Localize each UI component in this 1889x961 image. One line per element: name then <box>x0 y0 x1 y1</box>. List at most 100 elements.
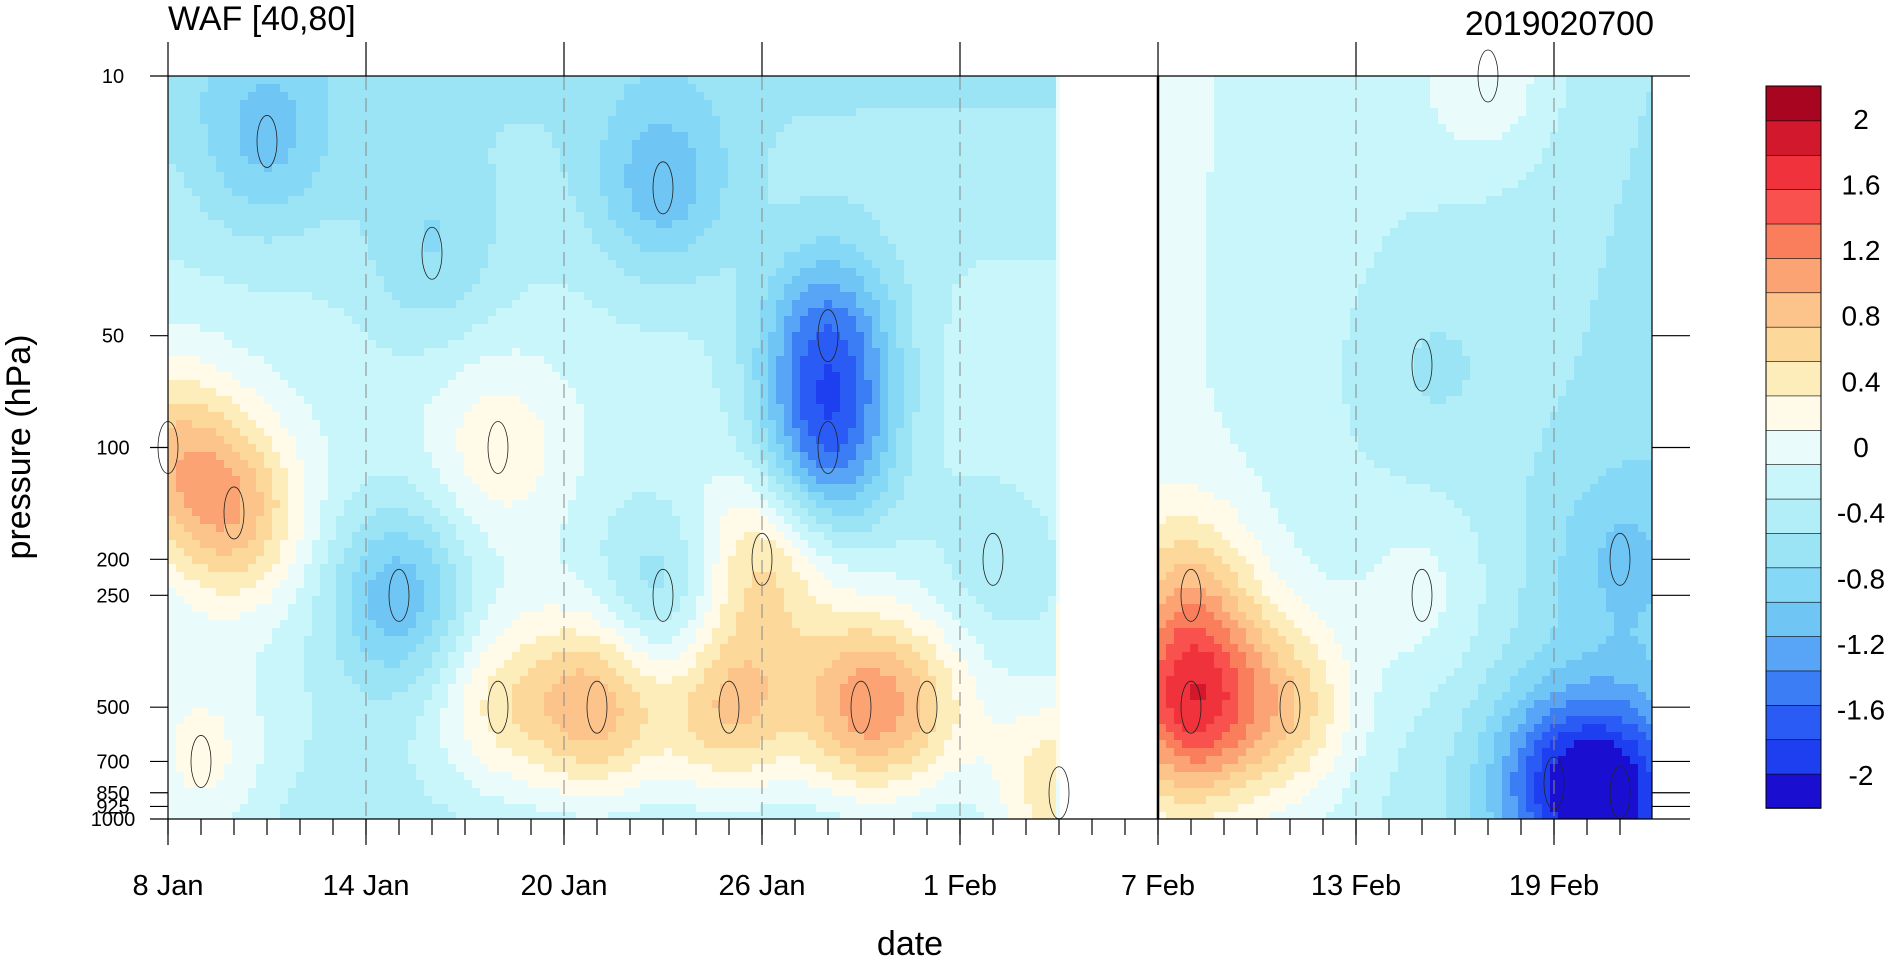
field-cell <box>408 700 417 709</box>
field-cell <box>568 756 577 765</box>
field-cell <box>328 268 337 277</box>
field-cell <box>432 428 441 437</box>
field-cell <box>240 180 249 189</box>
field-cell <box>536 484 545 493</box>
field-cell <box>296 260 305 269</box>
field-cell <box>320 588 329 597</box>
field-cell <box>280 412 289 421</box>
field-cell <box>512 572 521 581</box>
field-cell <box>312 308 321 317</box>
field-cell <box>176 812 185 819</box>
field-cell <box>368 620 377 629</box>
field-cell <box>504 84 513 93</box>
field-cell <box>392 468 401 477</box>
field-cell <box>208 764 217 773</box>
field-cell <box>480 476 489 485</box>
field-cell <box>344 556 353 565</box>
field-cell <box>376 732 385 741</box>
field-cell <box>544 628 553 637</box>
field-cell <box>272 268 281 277</box>
field-cell <box>344 100 353 109</box>
field-cell <box>528 508 537 517</box>
field-cell <box>192 420 201 429</box>
field-cell <box>456 380 465 389</box>
field-cell <box>440 292 449 301</box>
field-cell <box>168 444 177 453</box>
field-cell <box>304 756 313 765</box>
field-cell <box>184 412 193 421</box>
field-cell <box>552 140 561 149</box>
field-cell <box>248 340 257 349</box>
field-cell <box>520 276 529 285</box>
field-cell <box>392 332 401 341</box>
field-cell <box>448 620 457 629</box>
field-cell <box>272 92 281 101</box>
field-cell <box>592 604 601 613</box>
field-cell <box>408 628 417 637</box>
field-cell <box>552 804 561 813</box>
field-cell <box>312 412 321 421</box>
field-cell <box>536 452 545 461</box>
field-cell <box>464 476 473 485</box>
field-cell <box>528 260 537 269</box>
field-cell <box>432 500 441 509</box>
field-cell <box>240 596 249 605</box>
field-cell <box>400 508 409 517</box>
field-cell <box>480 668 489 677</box>
field-cell <box>176 300 185 309</box>
field-cell <box>304 788 313 797</box>
field-cell <box>232 284 241 293</box>
field-cell <box>536 324 545 333</box>
field-cell <box>520 324 529 333</box>
field-cell <box>272 476 281 485</box>
field-cell <box>280 756 289 765</box>
field-cell <box>568 316 577 325</box>
field-cell <box>480 700 489 709</box>
field-cell <box>400 604 409 613</box>
field-cell <box>424 772 433 781</box>
field-cell <box>232 308 241 317</box>
field-cell <box>352 676 361 685</box>
field-cell <box>288 172 297 181</box>
field-cell <box>328 484 337 493</box>
field-cell <box>312 340 321 349</box>
field-cell <box>424 684 433 693</box>
field-cell <box>568 244 577 253</box>
field-cell <box>392 140 401 149</box>
field-cell <box>472 500 481 509</box>
field-cell <box>432 380 441 389</box>
field-cell <box>576 516 585 525</box>
field-cell <box>488 268 497 277</box>
field-cell <box>392 556 401 565</box>
field-cell <box>536 180 545 189</box>
field-cell <box>264 556 273 565</box>
field-cell <box>504 236 513 245</box>
field-cell <box>496 380 505 389</box>
field-cell <box>536 348 545 357</box>
field-cell <box>184 812 193 819</box>
field-cell <box>456 476 465 485</box>
field-cell <box>248 124 257 133</box>
field-cell <box>280 140 289 149</box>
field-cell <box>192 732 201 741</box>
field-cell <box>384 460 393 469</box>
field-cell <box>472 812 481 819</box>
field-cell <box>512 556 521 565</box>
field-cell <box>440 116 449 125</box>
field-cell <box>384 452 393 461</box>
field-cell <box>400 676 409 685</box>
field-cell <box>512 788 521 797</box>
field-cell <box>560 420 569 429</box>
field-cell <box>272 236 281 245</box>
field-cell <box>472 156 481 165</box>
field-cell <box>432 84 441 93</box>
field-cell <box>432 636 441 645</box>
field-cell <box>384 780 393 789</box>
field-cell <box>280 676 289 685</box>
field-cell <box>552 420 561 429</box>
field-cell <box>312 468 321 477</box>
field-cell <box>368 756 377 765</box>
field-cell <box>512 364 521 373</box>
field-cell <box>568 580 577 589</box>
field-cell <box>552 668 561 677</box>
